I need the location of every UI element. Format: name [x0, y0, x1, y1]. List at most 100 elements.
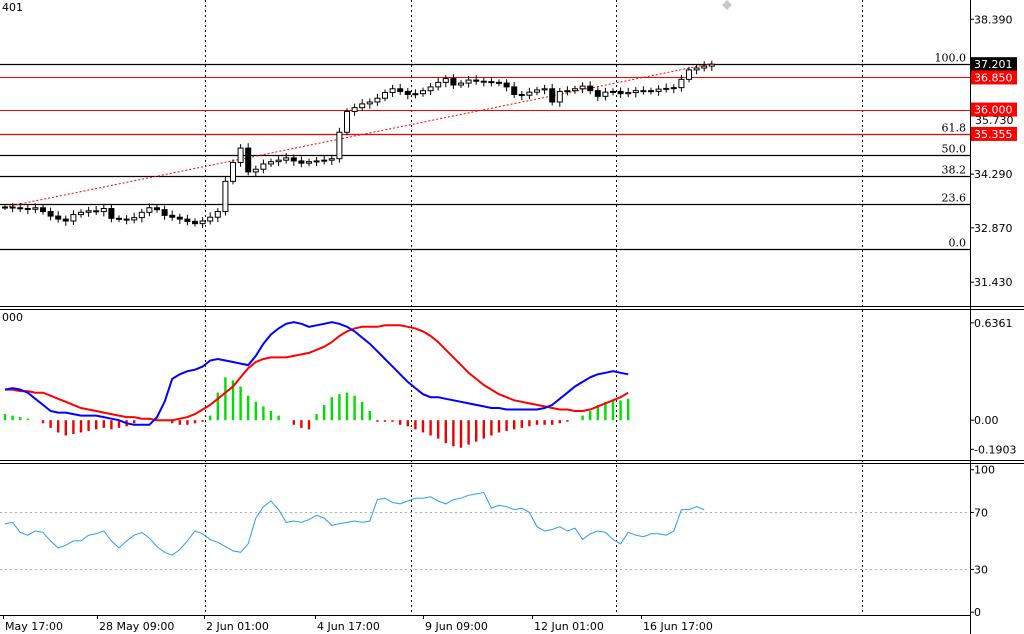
candle-body — [708, 63, 715, 67]
candle-body — [693, 67, 700, 71]
time-tick-label: 12 Jun 01:00 — [534, 620, 604, 633]
candle-body — [541, 88, 548, 91]
candle-body — [670, 87, 677, 90]
rsi-line — [4, 491, 705, 556]
price-level-tag-label: 35.355 — [974, 128, 1013, 141]
candle-body — [655, 88, 662, 92]
candle-body — [78, 211, 84, 216]
candle-body — [404, 90, 411, 95]
time-tick-label: 2 Jun 01:00 — [206, 620, 269, 633]
trendline-line — [4, 62, 712, 208]
candle-body — [24, 208, 31, 211]
price-level-tag-label: 36.000 — [974, 104, 1013, 117]
candle-body — [473, 79, 480, 82]
candle-body — [389, 88, 396, 94]
price-axis: 38.390 34.290 32.870 31.430 35.730 37.20136.8… — [970, 13, 1017, 619]
fib-level-label: 0.0 — [949, 237, 967, 250]
candle-body — [169, 214, 176, 218]
candle-body — [678, 78, 685, 89]
time-tick-label: 4 Jun 17:00 — [317, 620, 380, 633]
candle-body — [9, 206, 16, 209]
candle-body — [268, 161, 274, 165]
macd-indicator — [3, 321, 630, 448]
candle-body — [123, 218, 130, 221]
candle-body — [321, 159, 328, 162]
candle-body — [480, 80, 487, 83]
candle-body — [344, 110, 350, 133]
candle-body — [465, 79, 472, 84]
macd-tick-label: -0.1903 — [974, 443, 1016, 456]
candle-body — [625, 92, 632, 95]
candle-body — [435, 81, 442, 88]
trendline — [4, 62, 712, 208]
candle-body — [488, 81, 495, 84]
candle-body — [222, 180, 229, 213]
scroll-marker[interactable] — [722, 0, 732, 10]
macd-tick-label: 0.00 — [974, 414, 999, 427]
macd-signal-line — [5, 324, 629, 422]
candle-body — [564, 90, 571, 93]
candle-body — [184, 218, 191, 222]
time-tick-label: 28 May 09:00 — [99, 620, 174, 633]
candle-body — [116, 217, 122, 220]
candle-body — [2, 206, 8, 209]
candle-body — [534, 89, 540, 93]
candle-body — [100, 208, 107, 213]
candle-body — [427, 86, 434, 92]
price-tick-label: 34.290 — [974, 168, 1013, 181]
candle-body — [701, 65, 708, 69]
candle-body — [610, 90, 616, 93]
rsi-tick-label: 0 — [974, 606, 981, 619]
rsi-tick-label: 100 — [974, 464, 995, 477]
candle-body — [594, 90, 601, 97]
candle-body — [511, 86, 518, 95]
time-tick-label: May 17:00 — [5, 620, 63, 633]
candle-body — [214, 211, 221, 218]
candle-body — [237, 147, 244, 163]
candle-body — [336, 131, 343, 160]
price-level-tag — [971, 70, 1017, 85]
candle-body — [503, 82, 510, 88]
candle-body — [579, 85, 586, 90]
candle-body — [686, 69, 692, 80]
candle-body — [245, 147, 252, 173]
candle-body — [17, 207, 24, 210]
candle-body — [32, 207, 39, 210]
candle-body — [442, 78, 449, 83]
candle-body — [496, 81, 502, 84]
price-tick-label: 31.430 — [974, 276, 1013, 289]
time-tick-label: 16 Jun 17:00 — [643, 620, 713, 633]
candle-body — [131, 217, 138, 221]
candle-body — [260, 163, 267, 170]
candle-body — [146, 207, 153, 213]
rsi-indicator — [0, 491, 970, 570]
rsi-tick-label: 70 — [974, 506, 988, 519]
candle-body — [328, 158, 335, 161]
candle-body — [93, 210, 100, 213]
candle-body — [252, 168, 259, 173]
candle-body — [640, 90, 647, 93]
candle-body — [192, 220, 198, 225]
price-tick-label: 38.390 — [974, 13, 1013, 26]
candle-body — [138, 211, 145, 219]
candle-body — [526, 91, 533, 96]
rsi-tick-label: 30 — [974, 563, 988, 576]
candle-body — [632, 90, 639, 94]
fib-level-label: 38.2 — [942, 164, 967, 177]
price-level-tag-label: 37.201 — [974, 58, 1013, 71]
candle-body — [602, 91, 609, 97]
horizontal-level-lines: 100.0 61.8 50.0 38.2 23.6 0.0 — [0, 52, 970, 251]
candle-body — [549, 88, 556, 103]
candle-body — [290, 157, 297, 162]
candle-body — [587, 85, 594, 92]
candle-body — [55, 215, 62, 220]
candle-body — [518, 93, 525, 96]
candle-body — [62, 218, 69, 222]
candle-body — [572, 88, 578, 92]
price-tick-label: 32.870 — [974, 222, 1013, 235]
candle-body — [412, 93, 419, 96]
candle-body — [207, 216, 214, 222]
price-tick-label: 35.730 — [975, 114, 1014, 127]
